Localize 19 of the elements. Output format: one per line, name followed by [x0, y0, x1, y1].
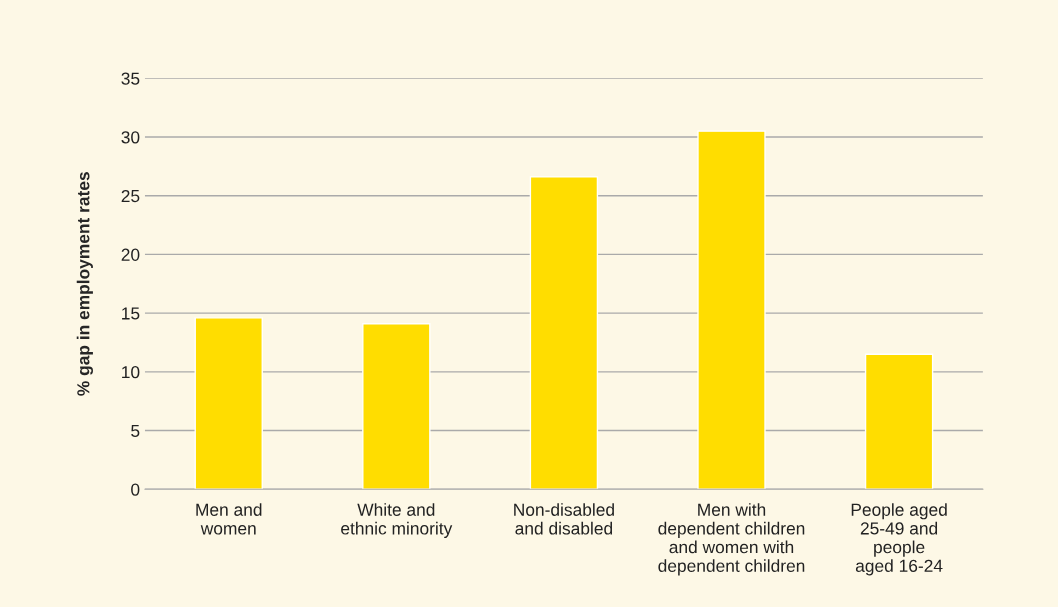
- bar: [529, 176, 599, 490]
- y-tick-label: 5: [131, 424, 140, 437]
- y-tick-label: 30: [121, 131, 140, 144]
- y-tick-label: 15: [122, 307, 140, 320]
- bar: [697, 130, 766, 490]
- bar: [864, 353, 934, 490]
- y-tick-label: 25: [121, 189, 140, 203]
- y-axis-title: % gap in employment rates: [76, 172, 93, 396]
- bar: [194, 317, 263, 490]
- y-tick-label: 10: [122, 366, 140, 379]
- x-tick-label: Non-disabled and disabled: [514, 503, 614, 535]
- y-tick-label: 35: [121, 72, 140, 85]
- x-tick-label: People aged 25-49 and people aged 16-24: [851, 503, 947, 576]
- x-tick-label: Men and women: [196, 503, 262, 535]
- y-tick-label: 0: [131, 483, 140, 496]
- bar: [362, 322, 431, 490]
- x-tick-label: Men with dependent children and women with dependent children: [658, 503, 805, 576]
- y-tick-label: 20: [121, 248, 140, 261]
- x-tick-label: White and ethnic minority: [341, 503, 453, 539]
